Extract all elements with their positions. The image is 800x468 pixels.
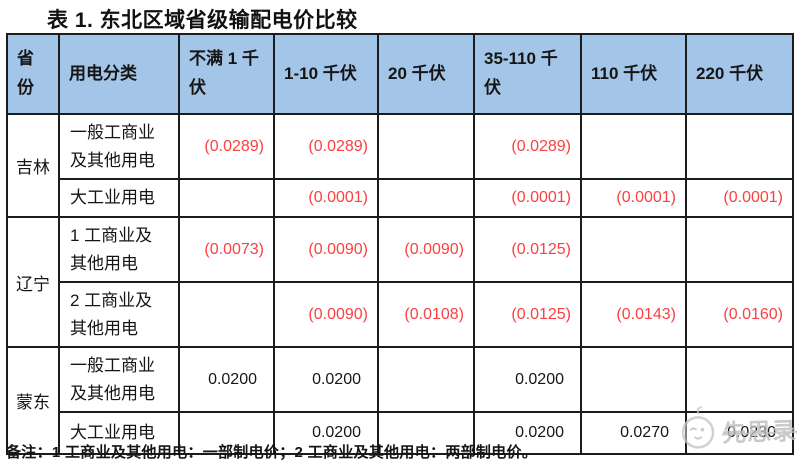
cell-value	[377, 178, 475, 219]
cell-value: (0.0073)	[178, 216, 275, 284]
cell-value: (0.0001)	[580, 178, 687, 219]
cell-value: (0.0289)	[473, 112, 582, 181]
cell-value: (0.0090)	[273, 281, 379, 349]
column-header-220kv: 220 千伏	[685, 33, 794, 115]
row-category: 一般工商业及其他用电	[58, 112, 180, 181]
cell-value: 0.0200	[273, 346, 379, 414]
column-header-province: 省份	[6, 33, 60, 115]
cell-value: (0.0143)	[580, 281, 687, 349]
cell-value	[580, 216, 687, 284]
cell-value: (0.0001)	[273, 178, 379, 219]
province-label: 蒙东	[6, 346, 60, 456]
column-header-category: 用电分类	[58, 33, 180, 115]
table-row: 大工业用电 0.0200 0.0200 0.0270 0.0230	[7, 411, 794, 456]
footnote: 备注：1 工商业及其他用电：一部制电价；2 工商业及其他用电：两部制电价。	[6, 444, 538, 461]
cell-value: (0.0090)	[377, 216, 475, 284]
row-category: 大工业用电	[58, 411, 180, 456]
province-label: 吉林	[6, 112, 60, 219]
column-header-20kv: 20 千伏	[377, 33, 475, 115]
cell-value: (0.0125)	[473, 216, 582, 284]
cell-value	[178, 178, 275, 219]
cell-value: (0.0160)	[685, 281, 794, 349]
cell-value: (0.0289)	[273, 112, 379, 181]
cell-value: (0.0289)	[178, 112, 275, 181]
cell-value	[685, 112, 794, 181]
cell-value	[580, 112, 687, 181]
cell-value	[178, 411, 275, 456]
cell-value: (0.0090)	[273, 216, 379, 284]
row-category: 2 工商业及其他用电	[58, 281, 180, 349]
cell-value: 0.0200	[473, 411, 582, 456]
cell-value: (0.0001)	[685, 178, 794, 219]
header-row: 省份 用电分类 不满 1 千伏 1-10 千伏 20 千伏 35-110 千伏 …	[6, 33, 794, 115]
cell-value	[685, 346, 794, 414]
cell-value: (0.0001)	[473, 178, 582, 219]
table-title: 表 1. 东北区域省级输配电价比较	[47, 9, 358, 32]
row-category: 一般工商业及其他用电	[58, 346, 180, 414]
price-comparison-table: 省份 用电分类 不满 1 千伏 1-10 千伏 20 千伏 35-110 千伏 …	[6, 33, 794, 456]
column-header-35-110kv: 35-110 千伏	[473, 33, 582, 115]
table-row: 大工业用电 (0.0001) (0.0001) (0.0001) (0.0001…	[7, 178, 794, 219]
cell-value	[685, 216, 794, 284]
table-row: 辽宁 1 工商业及其他用电 (0.0073) (0.0090) (0.0090)…	[6, 216, 794, 349]
cell-value	[377, 112, 475, 181]
table-row: 吉林 一般工商业及其他用电 (0.0289) (0.0289) (0.0289)	[6, 112, 794, 219]
cell-value	[377, 411, 475, 456]
row-category: 1 工商业及其他用电	[58, 216, 180, 284]
cell-value: 0.0270	[580, 411, 687, 456]
table-row: 蒙东 一般工商业及其他用电 0.0200 0.0200 0.0200	[6, 346, 794, 456]
cell-value: (0.0108)	[377, 281, 475, 349]
province-label: 辽宁	[6, 216, 60, 349]
cell-value: (0.0125)	[473, 281, 582, 349]
column-header-1-10kv: 1-10 千伏	[273, 33, 379, 115]
cell-value	[377, 346, 475, 414]
cell-value: 0.0230	[685, 411, 794, 456]
cell-value: 0.0200	[178, 346, 275, 414]
cell-value: 0.0200	[473, 346, 582, 414]
cell-value: 0.0200	[273, 411, 379, 456]
table-row: 2 工商业及其他用电 (0.0090) (0.0108) (0.0125) (0…	[7, 281, 794, 349]
column-header-110kv: 110 千伏	[580, 33, 687, 115]
column-header-below-1kv: 不满 1 千伏	[178, 33, 275, 115]
cell-value	[178, 281, 275, 349]
cell-value	[580, 346, 687, 414]
row-category: 大工业用电	[58, 178, 180, 219]
